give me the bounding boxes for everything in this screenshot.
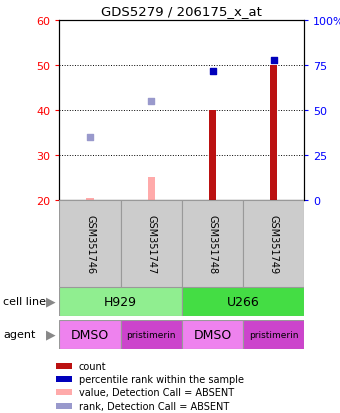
Bar: [86, 198, 94, 200]
Bar: [182, 320, 243, 349]
Bar: [59, 320, 121, 349]
Point: [210, 69, 215, 76]
Text: GSM351746: GSM351746: [85, 214, 95, 273]
Text: percentile rank within the sample: percentile rank within the sample: [79, 374, 243, 384]
Bar: [121, 320, 182, 349]
Point: [149, 98, 154, 105]
Text: cell line: cell line: [3, 297, 46, 306]
Text: pristimerin: pristimerin: [249, 330, 299, 339]
Text: rank, Detection Call = ABSENT: rank, Detection Call = ABSENT: [79, 401, 229, 411]
Bar: [182, 287, 304, 316]
Bar: [270, 66, 277, 200]
Bar: [56, 403, 71, 409]
Bar: [121, 200, 182, 287]
Point: [271, 58, 276, 64]
Bar: [209, 110, 216, 200]
Text: U266: U266: [227, 295, 259, 308]
Bar: [243, 200, 304, 287]
Point: [87, 134, 93, 141]
Bar: [56, 376, 71, 382]
Bar: [56, 389, 71, 395]
Bar: [148, 178, 155, 200]
Text: DMSO: DMSO: [193, 328, 232, 341]
Text: GSM351749: GSM351749: [269, 214, 279, 273]
Text: ▶: ▶: [46, 295, 55, 308]
Text: agent: agent: [3, 330, 36, 339]
Text: DMSO: DMSO: [71, 328, 109, 341]
Bar: [243, 320, 304, 349]
Title: GDS5279 / 206175_x_at: GDS5279 / 206175_x_at: [101, 5, 262, 18]
Text: ▶: ▶: [46, 328, 55, 341]
Text: H929: H929: [104, 295, 137, 308]
Text: count: count: [79, 361, 106, 371]
Text: value, Detection Call = ABSENT: value, Detection Call = ABSENT: [79, 387, 234, 397]
Bar: [56, 363, 71, 369]
Bar: [59, 287, 182, 316]
Text: pristimerin: pristimerin: [126, 330, 176, 339]
Text: GSM351747: GSM351747: [146, 214, 156, 273]
Bar: [182, 200, 243, 287]
Bar: [59, 200, 121, 287]
Text: GSM351748: GSM351748: [207, 214, 218, 273]
